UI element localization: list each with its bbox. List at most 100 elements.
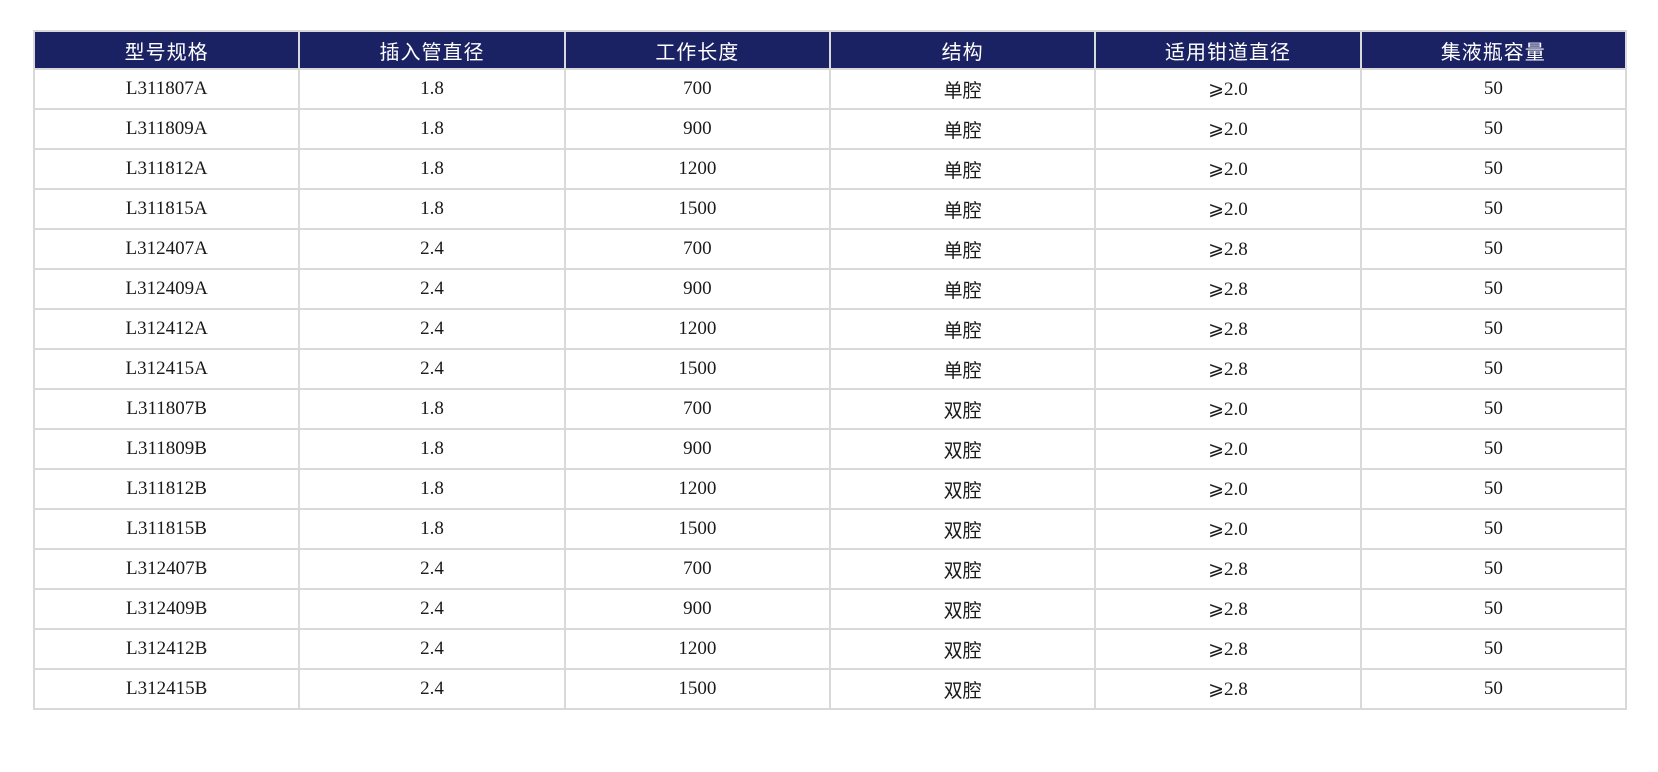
table-cell-model: L312415B xyxy=(32,668,301,710)
table-cell-model: L311809A xyxy=(32,108,301,150)
table-cell-working-length: 700 xyxy=(563,548,831,590)
table-cell-model: L312412A xyxy=(32,308,301,350)
table-cell-insertion-tube-diameter: 2.4 xyxy=(298,308,566,350)
table-cell-working-length: 1200 xyxy=(563,148,831,190)
table-cell-channel-diameter: ⩾2.8 xyxy=(1094,588,1362,630)
table-cell-bottle-capacity: 50 xyxy=(1359,668,1628,710)
table-cell-working-length: 900 xyxy=(563,428,831,470)
table-cell-working-length: 1200 xyxy=(563,308,831,350)
product-spec-table: 型号规格 插入管直径 工作长度 结构 适用钳道直径 集液瓶容量 L311807A 1.8 70… xyxy=(32,30,1628,710)
table-cell-model: L311807A xyxy=(32,68,301,110)
table-cell-working-length: 900 xyxy=(563,588,831,630)
table-cell-bottle-capacity: 50 xyxy=(1359,468,1628,510)
table-cell-bottle-capacity: 50 xyxy=(1359,308,1628,350)
table-cell-structure: 单腔 xyxy=(828,108,1097,150)
table-cell-bottle-capacity: 50 xyxy=(1359,548,1628,590)
table-cell-channel-diameter: ⩾2.8 xyxy=(1094,308,1362,350)
table-cell-insertion-tube-diameter: 1.8 xyxy=(298,508,566,550)
table-cell-channel-diameter: ⩾2.8 xyxy=(1094,228,1362,270)
table-row: L311815B 1.8 1500 双腔 ⩾2.0 50 xyxy=(32,508,1628,550)
table-cell-channel-diameter: ⩾2.0 xyxy=(1094,68,1362,110)
table-cell-channel-diameter: ⩾2.8 xyxy=(1094,348,1362,390)
table-cell-bottle-capacity: 50 xyxy=(1359,68,1628,110)
table-cell-model: L312415A xyxy=(32,348,301,390)
table-cell-working-length: 1500 xyxy=(563,508,831,550)
table-cell-model: L312407B xyxy=(32,548,301,590)
table-cell-channel-diameter: ⩾2.0 xyxy=(1094,388,1362,430)
table-header-row: 型号规格 插入管直径 工作长度 结构 适用钳道直径 集液瓶容量 xyxy=(32,30,1628,70)
table-cell-insertion-tube-diameter: 2.4 xyxy=(298,588,566,630)
table-cell-channel-diameter: ⩾2.8 xyxy=(1094,628,1362,670)
table-cell-structure: 双腔 xyxy=(828,588,1097,630)
column-header-structure: 结构 xyxy=(828,30,1097,70)
table-cell-channel-diameter: ⩾2.8 xyxy=(1094,548,1362,590)
table-cell-insertion-tube-diameter: 1.8 xyxy=(298,148,566,190)
table-cell-channel-diameter: ⩾2.0 xyxy=(1094,188,1362,230)
table-cell-working-length: 1200 xyxy=(563,468,831,510)
table-cell-insertion-tube-diameter: 1.8 xyxy=(298,468,566,510)
table-row: L311812B 1.8 1200 双腔 ⩾2.0 50 xyxy=(32,468,1628,510)
table-row: L311812A 1.8 1200 单腔 ⩾2.0 50 xyxy=(32,148,1628,190)
table-cell-structure: 双腔 xyxy=(828,388,1097,430)
table-cell-channel-diameter: ⩾2.0 xyxy=(1094,428,1362,470)
table-cell-working-length: 900 xyxy=(563,268,831,310)
table-cell-working-length: 1500 xyxy=(563,188,831,230)
table-cell-working-length: 700 xyxy=(563,68,831,110)
table-cell-structure: 双腔 xyxy=(828,628,1097,670)
table-cell-channel-diameter: ⩾2.0 xyxy=(1094,148,1362,190)
table-row: L311815A 1.8 1500 单腔 ⩾2.0 50 xyxy=(32,188,1628,230)
table-cell-structure: 单腔 xyxy=(828,348,1097,390)
table-cell-insertion-tube-diameter: 2.4 xyxy=(298,268,566,310)
table-row: L311809B 1.8 900 双腔 ⩾2.0 50 xyxy=(32,428,1628,470)
table-cell-bottle-capacity: 50 xyxy=(1359,108,1628,150)
table-row: L311807B 1.8 700 双腔 ⩾2.0 50 xyxy=(32,388,1628,430)
table-cell-model: L312409A xyxy=(32,268,301,310)
table-cell-channel-diameter: ⩾2.0 xyxy=(1094,108,1362,150)
table-cell-bottle-capacity: 50 xyxy=(1359,428,1628,470)
table-cell-model: L311809B xyxy=(32,428,301,470)
table-row: L312415B 2.4 1500 双腔 ⩾2.8 50 xyxy=(32,668,1628,710)
table-row: L312415A 2.4 1500 单腔 ⩾2.8 50 xyxy=(32,348,1628,390)
table-body: L311807A 1.8 700 单腔 ⩾2.0 50 L311809A 1.8 900 单腔 ⩾2… xyxy=(32,68,1628,710)
table-cell-structure: 双腔 xyxy=(828,428,1097,470)
table-cell-structure: 双腔 xyxy=(828,508,1097,550)
table-cell-bottle-capacity: 50 xyxy=(1359,268,1628,310)
table-row: L312412A 2.4 1200 单腔 ⩾2.8 50 xyxy=(32,308,1628,350)
table-cell-working-length: 1500 xyxy=(563,348,831,390)
table-cell-channel-diameter: ⩾2.8 xyxy=(1094,668,1362,710)
table-cell-structure: 单腔 xyxy=(828,188,1097,230)
table-row: L312409B 2.4 900 双腔 ⩾2.8 50 xyxy=(32,588,1628,630)
table-cell-insertion-tube-diameter: 1.8 xyxy=(298,428,566,470)
table-row: L312407A 2.4 700 单腔 ⩾2.8 50 xyxy=(32,228,1628,270)
table-cell-bottle-capacity: 50 xyxy=(1359,148,1628,190)
table-cell-working-length: 700 xyxy=(563,388,831,430)
table-cell-bottle-capacity: 50 xyxy=(1359,508,1628,550)
table-cell-bottle-capacity: 50 xyxy=(1359,588,1628,630)
table-cell-bottle-capacity: 50 xyxy=(1359,628,1628,670)
table-cell-structure: 单腔 xyxy=(828,228,1097,270)
table-cell-working-length: 700 xyxy=(563,228,831,270)
table-row: L312407B 2.4 700 双腔 ⩾2.8 50 xyxy=(32,548,1628,590)
table-cell-model: L311815B xyxy=(32,508,301,550)
table-cell-channel-diameter: ⩾2.8 xyxy=(1094,268,1362,310)
column-header-bottle-capacity: 集液瓶容量 xyxy=(1359,30,1628,70)
table-row: L312409A 2.4 900 单腔 ⩾2.8 50 xyxy=(32,268,1628,310)
table-row: L312412B 2.4 1200 双腔 ⩾2.8 50 xyxy=(32,628,1628,670)
table-cell-bottle-capacity: 50 xyxy=(1359,348,1628,390)
table-cell-insertion-tube-diameter: 2.4 xyxy=(298,668,566,710)
column-header-model: 型号规格 xyxy=(32,30,301,70)
table-cell-structure: 双腔 xyxy=(828,668,1097,710)
table-cell-insertion-tube-diameter: 1.8 xyxy=(298,68,566,110)
table-cell-working-length: 900 xyxy=(563,108,831,150)
table-cell-model: L311812B xyxy=(32,468,301,510)
table-cell-structure: 双腔 xyxy=(828,468,1097,510)
column-header-channel-diameter: 适用钳道直径 xyxy=(1094,30,1362,70)
table-cell-model: L312407A xyxy=(32,228,301,270)
table-row: L311809A 1.8 900 单腔 ⩾2.0 50 xyxy=(32,108,1628,150)
table-cell-insertion-tube-diameter: 1.8 xyxy=(298,108,566,150)
table-cell-model: L311815A xyxy=(32,188,301,230)
table-cell-model: L311812A xyxy=(32,148,301,190)
table-cell-structure: 双腔 xyxy=(828,548,1097,590)
table-cell-model: L312409B xyxy=(32,588,301,630)
table-cell-structure: 单腔 xyxy=(828,268,1097,310)
